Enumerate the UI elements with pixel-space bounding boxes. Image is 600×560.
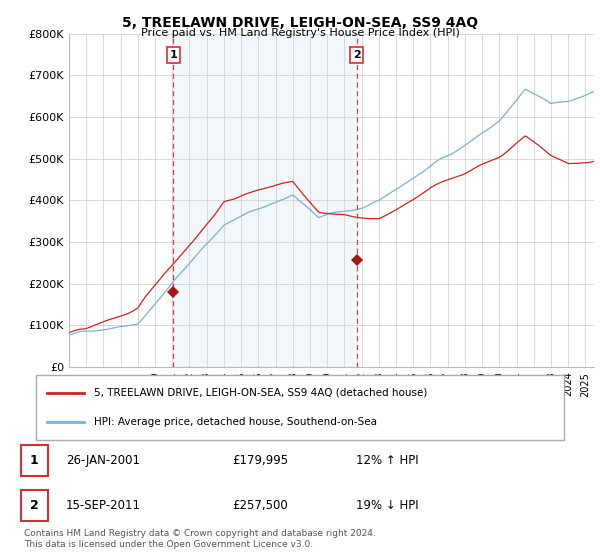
FancyBboxPatch shape [21, 445, 48, 475]
FancyBboxPatch shape [21, 491, 48, 521]
Text: 15-SEP-2011: 15-SEP-2011 [66, 499, 141, 512]
Text: 1: 1 [30, 454, 39, 467]
Text: 2: 2 [353, 50, 361, 60]
Text: 26-JAN-2001: 26-JAN-2001 [66, 454, 140, 467]
Text: £257,500: £257,500 [232, 499, 288, 512]
Text: HPI: Average price, detached house, Southend-on-Sea: HPI: Average price, detached house, Sout… [94, 417, 377, 427]
Text: 2: 2 [30, 499, 39, 512]
Text: 12% ↑ HPI: 12% ↑ HPI [356, 454, 419, 467]
Text: Price paid vs. HM Land Registry's House Price Index (HPI): Price paid vs. HM Land Registry's House … [140, 28, 460, 38]
Text: 19% ↓ HPI: 19% ↓ HPI [356, 499, 419, 512]
Text: £179,995: £179,995 [232, 454, 289, 467]
Bar [173, 34, 356, 367]
Text: 1: 1 [170, 50, 178, 60]
Text: Contains HM Land Registry data © Crown copyright and database right 2024.
This d: Contains HM Land Registry data © Crown c… [24, 529, 376, 549]
Text: 5, TREELAWN DRIVE, LEIGH-ON-SEA, SS9 4AQ (detached house): 5, TREELAWN DRIVE, LEIGH-ON-SEA, SS9 4AQ… [94, 388, 427, 398]
Text: 5, TREELAWN DRIVE, LEIGH-ON-SEA, SS9 4AQ: 5, TREELAWN DRIVE, LEIGH-ON-SEA, SS9 4AQ [122, 16, 478, 30]
FancyBboxPatch shape [36, 375, 564, 440]
